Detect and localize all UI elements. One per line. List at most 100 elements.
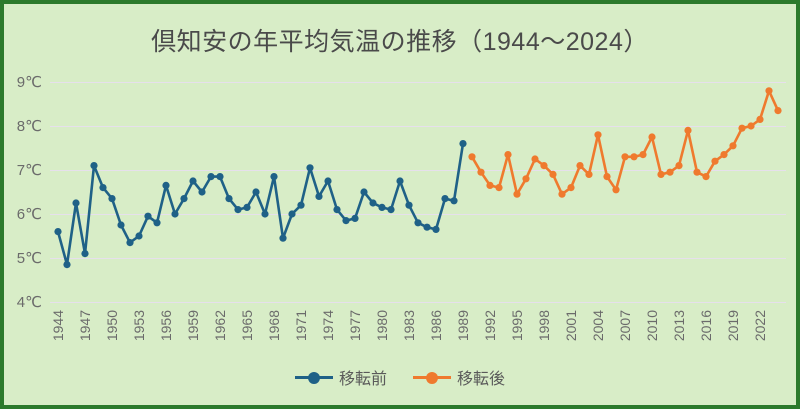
data-point [198, 188, 206, 196]
data-point [630, 153, 638, 161]
x-axis-tick-label: 2022 [752, 310, 768, 342]
data-point [387, 206, 395, 214]
data-point [261, 210, 269, 218]
data-point [288, 210, 296, 218]
data-point [90, 162, 98, 170]
gridline [50, 214, 786, 215]
data-point [612, 186, 620, 194]
series-line [56, 142, 465, 266]
data-point [324, 177, 332, 185]
legend-label: 移転後 [457, 371, 506, 388]
x-axis-tick-label: 1953 [131, 310, 147, 342]
x-axis-tick-label: 1986 [428, 310, 444, 342]
data-point [693, 168, 701, 176]
data-point [243, 203, 251, 211]
y-axis-tick-label: 6℃ [16, 206, 42, 223]
data-point [405, 201, 413, 209]
data-point [423, 223, 431, 231]
data-point [162, 181, 170, 189]
data-point [279, 234, 287, 242]
data-point [567, 184, 575, 192]
x-axis-tick-label: 2010 [644, 310, 660, 342]
data-point [171, 210, 179, 218]
data-point [351, 214, 359, 222]
data-point [126, 239, 134, 247]
x-axis-tick-label: 1971 [293, 310, 309, 342]
data-point [414, 219, 422, 227]
x-axis-tick-label: 1968 [266, 310, 282, 342]
x-axis-tick-label: 1995 [509, 310, 525, 342]
data-point [531, 155, 539, 163]
data-point [720, 151, 728, 159]
data-point [297, 201, 305, 209]
x-axis-tick-label: 1959 [185, 310, 201, 342]
data-point [81, 250, 89, 258]
x-axis-tick-label: 1992 [482, 310, 498, 342]
data-point [603, 173, 611, 181]
gridline [50, 302, 786, 303]
data-point [54, 228, 62, 236]
data-point [747, 122, 755, 130]
data-point [486, 181, 494, 189]
data-point [216, 173, 224, 181]
legend-item[interactable]: 移転前 [294, 365, 387, 389]
gridline [50, 170, 786, 171]
data-point [639, 151, 647, 159]
x-axis-tick-label: 1947 [77, 310, 93, 342]
data-point [306, 164, 314, 172]
data-point [432, 225, 440, 233]
data-point [117, 221, 125, 229]
x-axis-tick-label: 1950 [104, 310, 120, 342]
data-point [594, 131, 602, 139]
data-point [549, 170, 557, 178]
data-point [621, 153, 629, 161]
data-point [135, 232, 143, 240]
data-point [207, 173, 215, 181]
data-point [765, 87, 773, 95]
data-point [576, 162, 584, 170]
data-point [378, 203, 386, 211]
data-point [315, 192, 323, 200]
x-axis-tick-label: 1980 [374, 310, 390, 342]
x-axis-tick-label: 2013 [671, 310, 687, 342]
x-axis-tick-label: 1998 [536, 310, 552, 342]
x-axis-tick-label: 1989 [455, 310, 471, 342]
data-point [396, 177, 404, 185]
data-point [441, 195, 449, 203]
data-point [657, 170, 665, 178]
data-point [72, 199, 80, 207]
chart-legend: 移転前 移転後 [4, 365, 796, 389]
data-point [774, 107, 782, 115]
x-axis-tick-label: 1944 [50, 310, 66, 342]
y-axis-tick-label: 4℃ [16, 294, 42, 311]
y-axis-tick-label: 7℃ [16, 162, 42, 179]
data-point [702, 173, 710, 181]
x-axis-tick-label: 1974 [320, 310, 336, 342]
x-axis-tick-label: 1962 [212, 310, 228, 342]
x-axis-tick-label: 2004 [590, 310, 606, 342]
x-axis-tick-label: 2001 [563, 310, 579, 342]
gridline [50, 82, 786, 83]
data-point [342, 217, 350, 225]
data-point [144, 212, 152, 220]
y-axis-tick-label: 8℃ [16, 118, 42, 135]
data-point [558, 190, 566, 198]
data-point [756, 115, 764, 123]
gridline [50, 258, 786, 259]
data-point [450, 197, 458, 205]
plot-area: 9℃ 8℃ 7℃ 6℃ 5℃ 4℃ 1944 1947 1950 1953 1956 1959 196… [17, 74, 786, 341]
data-point [495, 184, 503, 192]
data-point [648, 133, 656, 141]
data-point [369, 199, 377, 207]
legend-item[interactable]: 移転後 [413, 365, 505, 389]
x-axis-tick-label: 1956 [158, 310, 174, 342]
data-point [477, 168, 485, 176]
data-point [459, 140, 467, 148]
data-point [675, 162, 683, 170]
legend-label: 移転前 [338, 371, 387, 388]
data-point [252, 188, 260, 196]
y-axis-tick-label: 9℃ [16, 74, 42, 91]
data-point [711, 157, 719, 165]
data-point [666, 168, 674, 176]
